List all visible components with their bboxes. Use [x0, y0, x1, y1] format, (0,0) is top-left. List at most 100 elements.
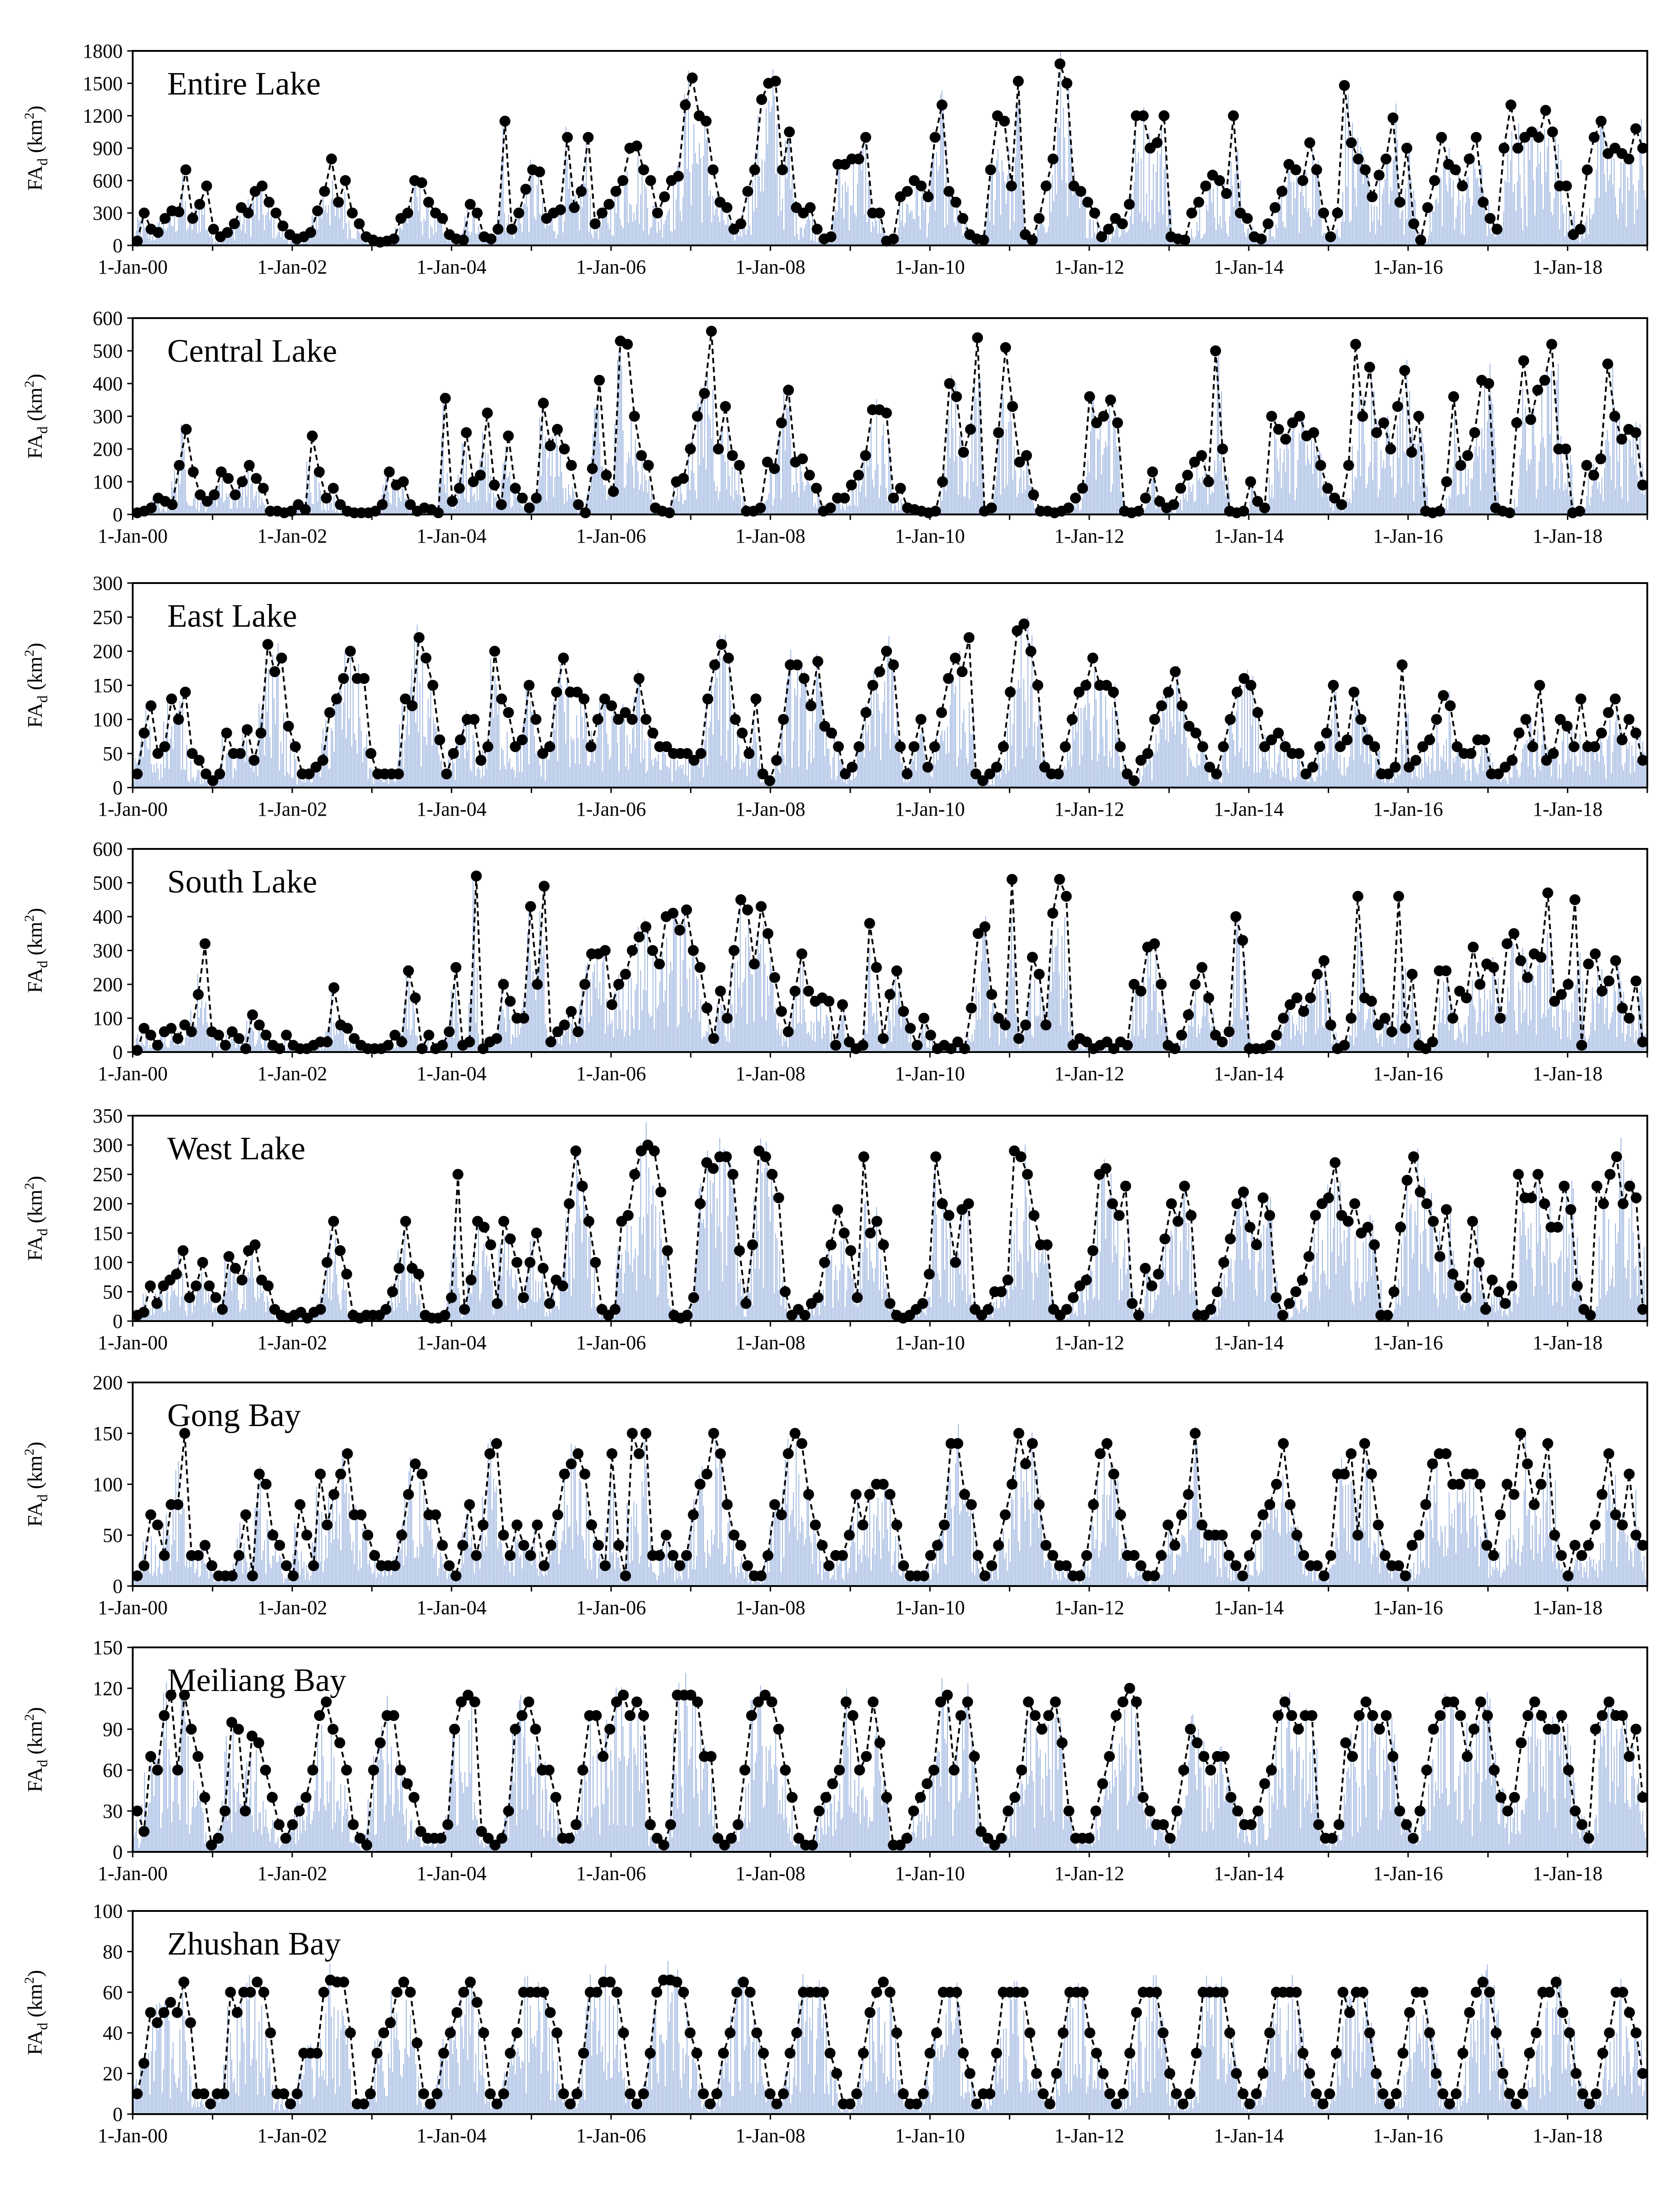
data-point	[347, 207, 358, 219]
data-point	[1393, 891, 1404, 902]
data-point	[1095, 1448, 1106, 1459]
data-point	[552, 1509, 563, 1521]
data-point	[1158, 110, 1170, 121]
data-point	[1002, 1806, 1014, 1816]
data-point	[159, 741, 170, 752]
data-point	[762, 928, 773, 939]
data-point	[132, 1806, 143, 1816]
data-point	[787, 1792, 798, 1803]
data-point	[455, 734, 466, 745]
data-point	[314, 466, 325, 478]
data-point	[1366, 1468, 1377, 1480]
data-point	[951, 1986, 962, 1998]
data-point	[499, 115, 511, 127]
data-point	[369, 1550, 380, 1561]
data-point	[1257, 2068, 1269, 2079]
data-point	[1238, 1186, 1249, 1197]
data-point	[151, 1298, 163, 1309]
data-point	[1371, 427, 1382, 438]
data-point	[362, 1530, 374, 1541]
data-point	[1399, 365, 1411, 376]
data-point	[982, 1833, 993, 1844]
data-point	[551, 2027, 563, 2039]
data-point	[1529, 1696, 1540, 1707]
data-point	[179, 1690, 190, 1701]
x-tick-label: 1-Jan-18	[1533, 256, 1603, 278]
data-point	[492, 1298, 503, 1309]
data-point	[1637, 1792, 1648, 1803]
data-point	[1434, 1251, 1446, 1262]
data-point	[517, 493, 528, 504]
data-point	[570, 1819, 582, 1830]
data-point	[1339, 1468, 1350, 1480]
data-point	[1164, 2068, 1176, 2079]
data-point	[523, 1696, 534, 1707]
data-point	[1438, 690, 1449, 701]
monthly-points	[132, 58, 1648, 248]
x-tick-label: 1-Jan-18	[1533, 1862, 1603, 1885]
data-point	[1495, 1013, 1506, 1024]
data-point	[1473, 1257, 1485, 1268]
data-point	[1333, 1819, 1345, 1830]
data-point	[948, 1765, 960, 1776]
data-point	[825, 502, 836, 514]
data-point	[398, 1976, 409, 1988]
data-point	[253, 1737, 264, 1748]
y-tick-label: 900	[93, 137, 123, 160]
data-point	[706, 325, 717, 337]
x-tick-label: 1-Jan-14	[1214, 1596, 1284, 1619]
data-point	[592, 714, 603, 725]
data-point	[433, 507, 444, 519]
data-point	[1070, 493, 1081, 504]
data-point	[1486, 1274, 1498, 1286]
data-point	[852, 1292, 863, 1303]
data-point	[274, 1819, 284, 1830]
data-point	[773, 1192, 784, 1203]
data-point	[952, 1438, 963, 1449]
x-tick-label: 1-Jan-10	[895, 1332, 965, 1354]
data-point	[579, 979, 590, 990]
y-tick-label: 100	[93, 708, 123, 731]
data-point	[1098, 411, 1109, 422]
data-point	[1465, 748, 1476, 759]
data-point	[1637, 479, 1648, 491]
data-point	[1013, 1428, 1024, 1439]
data-point	[705, 1751, 717, 1762]
data-point	[1087, 1245, 1098, 1256]
data-point	[145, 700, 157, 711]
data-point	[938, 1519, 950, 1531]
data-point	[174, 460, 185, 471]
x-tick-label: 1-Jan-14	[1214, 798, 1284, 820]
data-point	[735, 218, 747, 229]
data-point	[620, 968, 631, 980]
data-point	[1479, 734, 1491, 745]
y-tick-label: 200	[93, 973, 123, 996]
data-point	[1369, 1239, 1380, 1251]
data-point	[1073, 687, 1085, 698]
data-point	[1244, 1550, 1255, 1561]
data-point	[1112, 417, 1123, 429]
data-point	[280, 1833, 291, 1844]
data-point	[771, 755, 782, 766]
data-point	[715, 985, 726, 997]
data-point	[299, 504, 311, 515]
data-point	[321, 493, 332, 504]
data-point	[957, 666, 968, 677]
data-point	[813, 1292, 824, 1303]
data-point	[596, 207, 608, 219]
data-point	[1193, 196, 1204, 208]
data-point	[482, 407, 493, 419]
data-point	[1135, 1560, 1147, 1571]
data-point	[1367, 1710, 1378, 1721]
data-point	[1400, 1023, 1411, 1034]
data-point	[247, 1009, 258, 1021]
data-point	[716, 639, 727, 650]
data-point	[728, 1530, 740, 1541]
data-point	[599, 1560, 611, 1571]
data-point	[1354, 1710, 1365, 1721]
data-point	[784, 2047, 796, 2059]
data-point	[1477, 1976, 1489, 1988]
x-tick-label: 1-Jan-00	[98, 256, 168, 278]
x-tick-label: 1-Jan-18	[1533, 1063, 1603, 1085]
y-tick-label: 500	[93, 340, 123, 362]
